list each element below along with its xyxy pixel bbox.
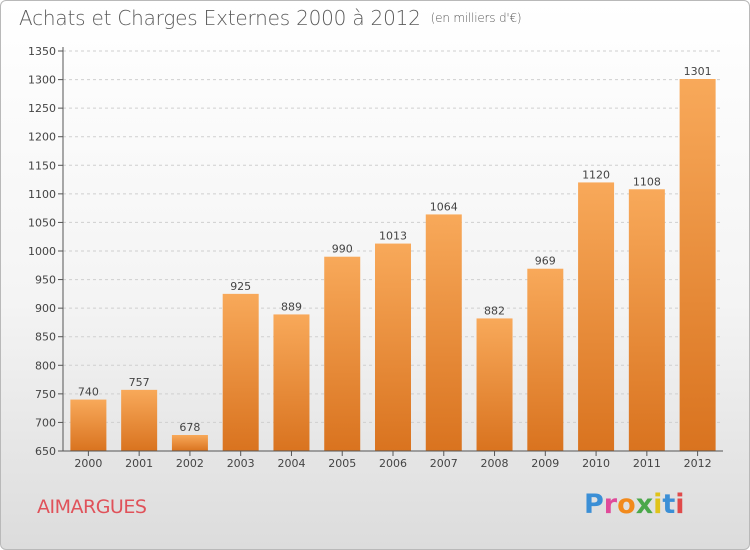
chart-title-text: Achats et Charges Externes 2000 à 2012 <box>19 6 421 30</box>
bar <box>273 314 310 451</box>
bar <box>679 79 716 451</box>
bar <box>375 243 411 451</box>
x-tick-label: 2004 <box>277 457 305 470</box>
logo-letter: x <box>635 489 654 520</box>
chart-unit: (en milliers d'€) <box>430 11 522 25</box>
y-tick-label: 1300 <box>28 74 56 87</box>
x-tick-label: 2011 <box>633 457 661 470</box>
bar <box>222 293 259 451</box>
x-tick-label: 2005 <box>328 457 356 470</box>
y-tick-label: 900 <box>35 302 56 315</box>
logo-letter: P <box>584 489 604 520</box>
bar <box>628 189 665 452</box>
data-label: 990 <box>332 243 353 256</box>
y-tick-label: 850 <box>35 331 56 344</box>
y-tick-label: 950 <box>35 274 56 287</box>
x-tick-label: 2010 <box>582 457 610 470</box>
x-tick-label: 2009 <box>531 457 559 470</box>
data-label: 969 <box>535 255 556 268</box>
data-label: 757 <box>129 376 150 389</box>
bar <box>324 256 361 451</box>
y-tick-label: 1050 <box>28 216 56 229</box>
x-tick-label: 2003 <box>227 457 255 470</box>
data-label: 882 <box>484 304 505 317</box>
y-tick-label: 650 <box>35 445 56 458</box>
bar <box>578 182 615 451</box>
bar <box>70 399 107 451</box>
data-label: 740 <box>78 386 99 399</box>
y-tick-label: 1150 <box>28 159 56 172</box>
y-tick-label: 1350 <box>28 45 56 58</box>
data-label: 1013 <box>379 230 407 243</box>
y-tick-label: 1000 <box>28 245 56 258</box>
logo-letter: t <box>662 489 676 520</box>
data-label: 1108 <box>633 175 661 188</box>
logo-letter: r <box>603 489 618 520</box>
data-label: 1301 <box>684 65 712 78</box>
data-label: 889 <box>281 300 302 313</box>
bar <box>476 318 513 451</box>
x-tick-label: 2002 <box>176 457 204 470</box>
y-tick-label: 1200 <box>28 131 56 144</box>
y-tick-label: 1250 <box>28 102 56 115</box>
x-tick-label: 2006 <box>379 457 407 470</box>
y-tick-label: 800 <box>35 359 56 372</box>
x-tick-label: 2001 <box>125 457 153 470</box>
y-tick-label: 700 <box>35 416 56 429</box>
x-tick-label: 2007 <box>430 457 458 470</box>
bar <box>425 214 462 451</box>
x-tick-label: 2012 <box>684 457 712 470</box>
data-label: 1120 <box>582 168 610 181</box>
logo-letter: i <box>675 489 685 520</box>
x-tick-label: 2000 <box>74 457 102 470</box>
y-tick-label: 1100 <box>28 188 56 201</box>
proxiti-logo: Proxiti <box>584 489 685 520</box>
data-label: 925 <box>230 280 251 293</box>
data-label: 1064 <box>430 200 458 213</box>
x-tick-label: 2008 <box>481 457 509 470</box>
data-label: 678 <box>179 421 200 434</box>
place-name: AIMARGUES <box>37 496 147 518</box>
y-tick-label: 750 <box>35 388 56 401</box>
chart-title: Achats et Charges Externes 2000 à 2012 (e… <box>19 6 522 30</box>
bar <box>527 268 564 451</box>
bar <box>171 435 208 451</box>
logo-letter: o <box>617 489 636 520</box>
logo-letter: i <box>653 489 663 520</box>
bar <box>121 389 158 451</box>
